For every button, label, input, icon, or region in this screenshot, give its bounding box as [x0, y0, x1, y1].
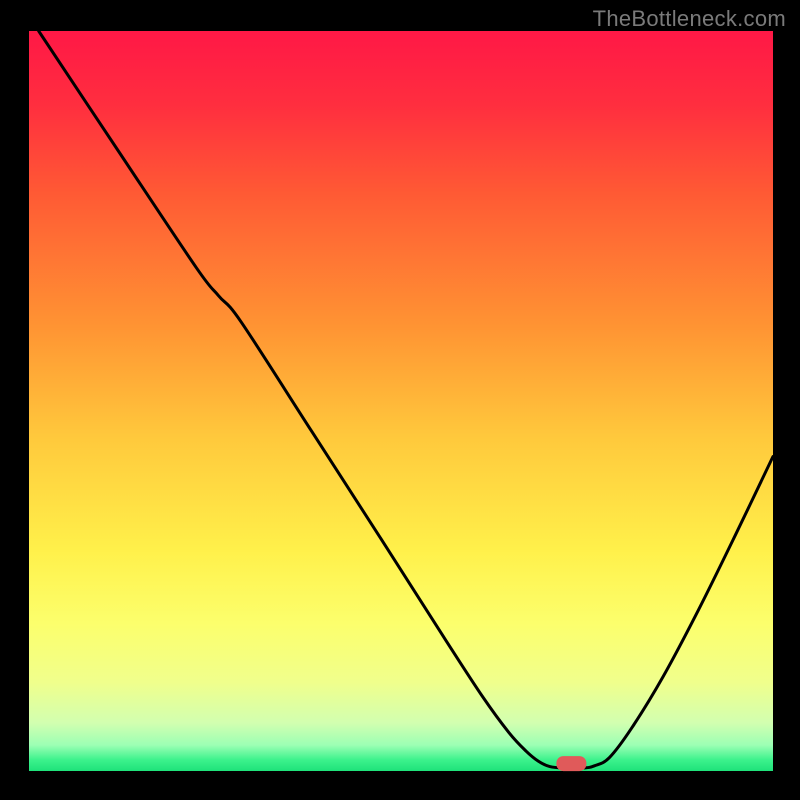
bottleneck-chart [0, 0, 800, 800]
plot-background [29, 31, 773, 771]
optimal-marker [556, 756, 586, 771]
watermark-text: TheBottleneck.com [593, 6, 786, 32]
